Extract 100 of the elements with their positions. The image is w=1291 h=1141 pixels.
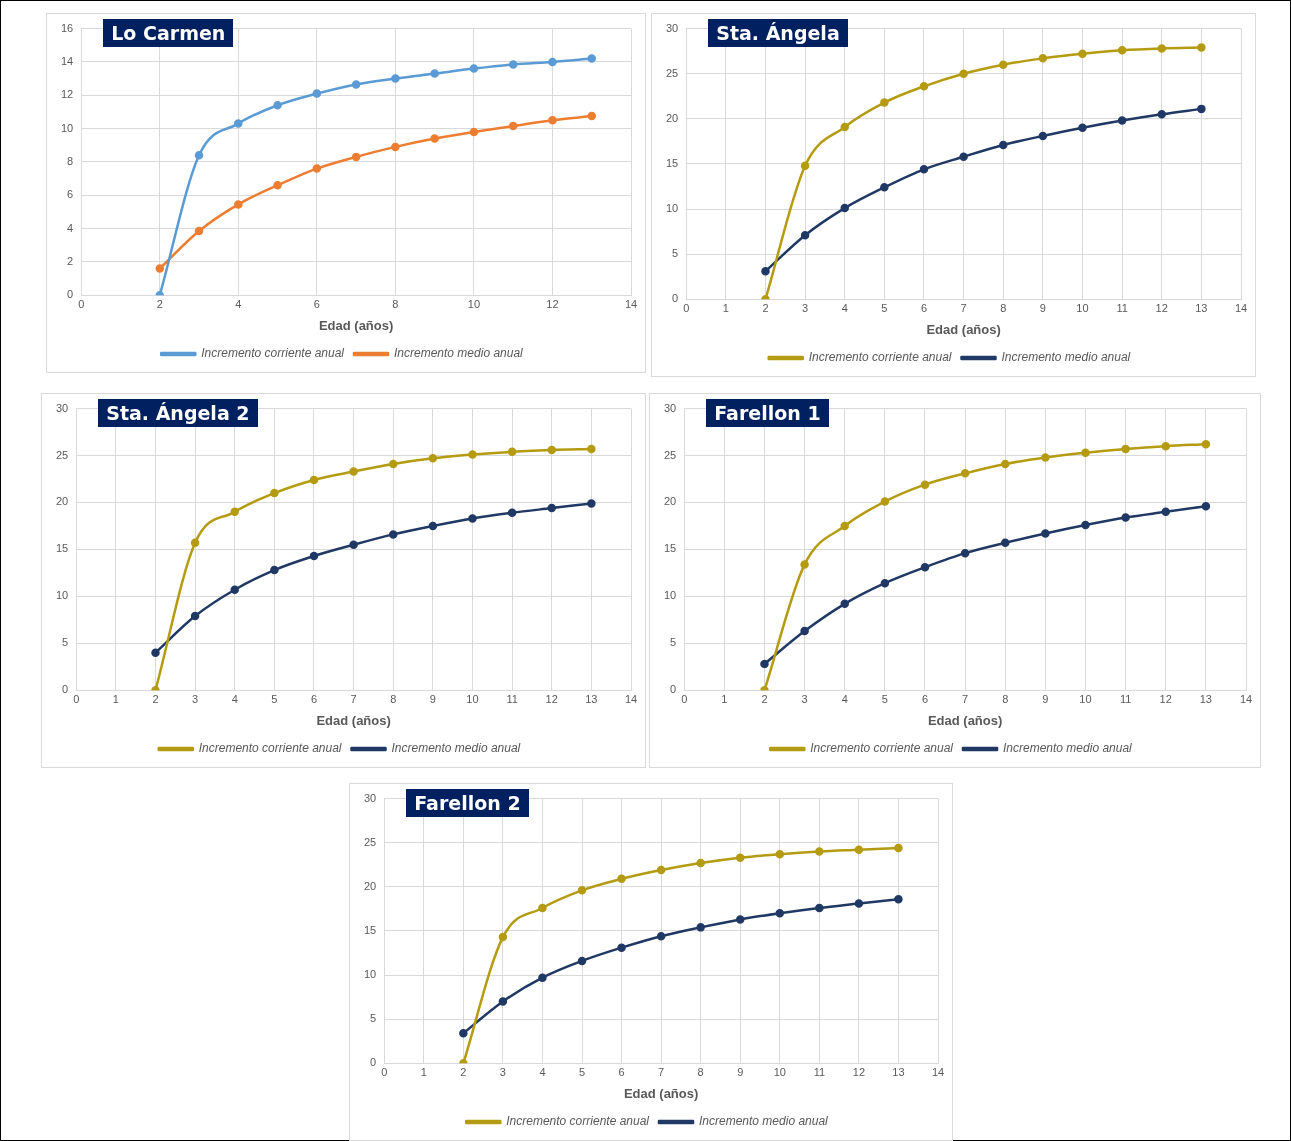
point xyxy=(547,503,556,513)
y-tick-label: 8 xyxy=(67,154,74,167)
point xyxy=(1038,54,1048,63)
legend-label: Incremento medio anual xyxy=(699,1114,829,1129)
x-tick-label: 9 xyxy=(1042,692,1049,705)
point xyxy=(815,903,824,913)
y-tick-label: 15 xyxy=(665,156,679,169)
point xyxy=(309,551,319,561)
point xyxy=(388,530,398,539)
point xyxy=(538,903,547,913)
legend-label: Incremento corriente anual xyxy=(808,350,952,365)
y-tick-label: 30 xyxy=(663,401,677,414)
point xyxy=(194,226,204,236)
point xyxy=(959,69,968,78)
x-tick-label: 14 xyxy=(931,1065,945,1078)
legend-label: Incremento medio anual xyxy=(1003,741,1133,756)
point xyxy=(312,164,322,173)
point xyxy=(547,445,556,455)
y-tick-label: 0 xyxy=(62,683,69,696)
point xyxy=(1201,440,1211,449)
y-tick-label: 20 xyxy=(663,495,677,508)
x-tick-label: 0 xyxy=(681,692,688,705)
point xyxy=(190,538,200,548)
point xyxy=(388,459,398,469)
x-tick-label: 8 xyxy=(1002,692,1009,705)
point xyxy=(735,915,745,924)
point xyxy=(800,230,810,240)
point xyxy=(960,469,970,478)
point xyxy=(1201,501,1211,511)
y-tick-label: 10 xyxy=(363,968,377,981)
point xyxy=(230,507,239,517)
point xyxy=(577,886,587,895)
point xyxy=(880,578,890,588)
x-tick-label: 6 xyxy=(313,297,320,310)
legend-label: Incremento corriente anual xyxy=(506,1114,650,1129)
y-tick-label: 25 xyxy=(363,835,377,848)
point xyxy=(1078,49,1087,59)
point xyxy=(468,450,477,459)
point xyxy=(309,475,319,485)
legend-label: Incremento medio anual xyxy=(394,346,524,361)
y-tick-label: 5 xyxy=(672,247,679,260)
y-tick-label: 5 xyxy=(370,1012,377,1025)
y-tick-label: 25 xyxy=(665,66,679,79)
point xyxy=(919,82,929,91)
x-tick-label: 10 xyxy=(466,692,479,705)
x-tick-label: 12 xyxy=(852,1065,866,1078)
x-tick-label: 9 xyxy=(737,1065,744,1078)
point xyxy=(548,57,557,67)
x-tick-label: 12 xyxy=(545,692,558,705)
point xyxy=(760,659,769,669)
x-tick-label: 1 xyxy=(722,301,729,314)
point xyxy=(617,943,626,952)
y-tick-label: 5 xyxy=(62,636,69,649)
x-tick-label: 6 xyxy=(921,692,929,705)
point xyxy=(469,127,479,137)
x-tick-label: 8 xyxy=(392,297,399,310)
x-tick-label: 13 xyxy=(585,692,598,705)
point xyxy=(840,521,849,531)
point xyxy=(430,134,439,143)
x-tick-label: 7 xyxy=(350,692,357,705)
x-tick-label: 8 xyxy=(1000,301,1007,314)
point xyxy=(468,514,477,523)
point xyxy=(656,865,666,875)
point xyxy=(656,931,666,941)
point xyxy=(696,858,705,868)
point xyxy=(428,454,438,463)
point xyxy=(498,997,508,1006)
point xyxy=(234,200,243,209)
y-tick-label: 30 xyxy=(665,21,679,34)
x-tick-label: 2 xyxy=(761,692,768,705)
x-tick-label: 12 xyxy=(1155,301,1168,314)
point xyxy=(880,183,889,192)
point xyxy=(998,60,1008,69)
y-tick-label: 14 xyxy=(60,54,74,67)
point xyxy=(920,562,930,572)
y-tick-label: 4 xyxy=(67,221,74,234)
point xyxy=(508,60,518,69)
point xyxy=(587,499,596,508)
x-tick-label: 5 xyxy=(578,1065,586,1078)
y-tick-label: 20 xyxy=(55,495,69,508)
point xyxy=(190,611,200,621)
x-tick-label: 3 xyxy=(802,301,809,314)
x-tick-label: 4 xyxy=(841,301,848,314)
chart-title: Sta. Ángela xyxy=(708,18,848,47)
y-tick-label: 25 xyxy=(55,448,69,461)
x-tick-label: 14 xyxy=(624,692,638,705)
x-tick-label: 1 xyxy=(420,1065,427,1078)
point xyxy=(800,626,809,636)
point xyxy=(1121,513,1130,522)
point xyxy=(587,444,596,454)
x-axis-title: Edad (años) xyxy=(316,712,391,728)
point xyxy=(1197,104,1206,114)
point xyxy=(919,165,929,174)
x-tick-label: 9 xyxy=(1039,301,1046,314)
x-tick-label: 13 xyxy=(892,1065,905,1078)
x-tick-label: 5 xyxy=(271,692,278,705)
x-tick-label: 3 xyxy=(801,692,808,705)
y-tick-label: 20 xyxy=(363,879,377,892)
point xyxy=(1038,131,1048,141)
point xyxy=(998,140,1008,150)
